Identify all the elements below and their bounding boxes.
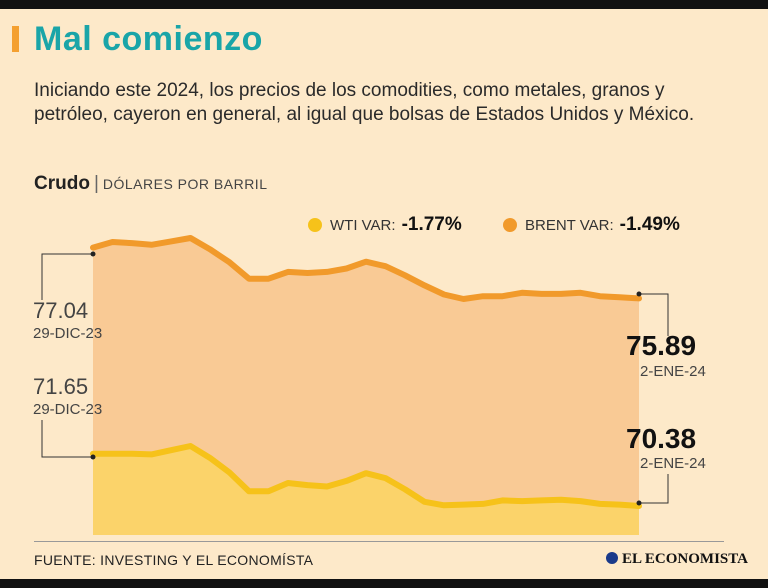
leader-wti-start <box>41 420 93 458</box>
marker-brent-start <box>90 251 96 257</box>
page-subtitle: Iniciando este 2024, los precios de los … <box>34 80 695 125</box>
brent-start-date: 29-DIC-23 <box>33 325 103 342</box>
series-line-brent <box>90 235 642 302</box>
leader-wti-end <box>639 474 669 504</box>
source-note: FUENTE: INVESTING Y EL ECONOMÍSTA <box>34 552 314 568</box>
footer-divider <box>34 541 724 542</box>
legend-dot-brent <box>503 218 517 232</box>
legend-item-wti: WTI VAR: -1.77% <box>308 214 462 236</box>
bottom-rule <box>0 579 768 588</box>
brent-start-value: 77.04 <box>33 298 89 323</box>
legend-value-brent: -1.49% <box>619 214 680 235</box>
marker-brent-end <box>636 291 642 297</box>
leader-brent-end <box>639 293 669 336</box>
publisher-brand: EL ECONOMISTA <box>606 551 748 568</box>
wti-end-date: 2-ENE-24 <box>640 455 706 472</box>
marker-wti-start <box>90 454 96 460</box>
wti-end-value: 70.38 <box>626 423 697 454</box>
wti-start-date: 29-DIC-23 <box>33 401 103 418</box>
wti-start-value: 71.65 <box>33 374 89 399</box>
section-separator: | <box>93 173 99 194</box>
brent-end-value: 75.89 <box>626 330 697 361</box>
title-accent-bar <box>12 26 19 52</box>
legend-value-wti: -1.77% <box>401 214 462 235</box>
section-unit: DÓLARES POR BARRIL <box>102 176 268 192</box>
page-title: Mal comienzo <box>34 20 263 58</box>
area-fill-brent <box>93 238 639 535</box>
leader-brent-start <box>41 253 93 300</box>
series-line-wti <box>90 443 642 509</box>
chart-section-label: Crudo | DÓLARES POR BARRIL <box>34 173 267 195</box>
area-fill-wti <box>93 446 639 535</box>
legend-label-wti: WTI VAR: <box>330 217 396 234</box>
legend-item-brent: BRENT VAR: -1.49% <box>503 214 680 236</box>
legend-label-brent: BRENT VAR: <box>525 217 614 234</box>
marker-wti-end <box>636 500 642 506</box>
brand-name: EL ECONOMISTA <box>622 551 748 567</box>
top-rule <box>0 0 768 9</box>
brand-logo-icon <box>606 552 618 564</box>
section-name: Crudo <box>34 173 90 194</box>
legend-dot-wti <box>308 218 322 232</box>
brent-end-date: 2-ENE-24 <box>640 363 706 380</box>
